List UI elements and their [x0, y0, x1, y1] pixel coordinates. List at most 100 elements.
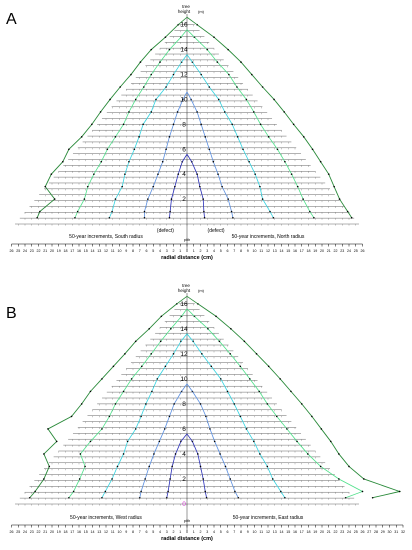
data-point-b-1-0 — [138, 496, 141, 499]
height-lines-b — [15, 293, 359, 531]
data-point-a-3-3 — [86, 185, 89, 188]
x-tick-label-b-2: 24 — [23, 530, 27, 534]
data-point-a-1-8 — [172, 123, 175, 126]
data-point-a-9-10 — [273, 98, 275, 101]
data-point-b-7-10 — [219, 378, 222, 380]
data-point-a-9-14 — [227, 48, 229, 51]
data-point-a-8-6 — [276, 148, 279, 151]
height-axis-label-a-line2: height — [178, 9, 191, 14]
data-point-b-2-2 — [111, 478, 113, 480]
data-point-b-4-10 — [101, 378, 103, 380]
series-apex-a-9 — [186, 16, 198, 26]
data-point-b-3-3 — [84, 465, 86, 468]
series-apex-b-4 — [176, 295, 188, 305]
x-tick-label-b-41: 15 — [286, 530, 290, 534]
x-tick-label-b-32: 6 — [227, 530, 229, 534]
data-point-a-2-1 — [111, 210, 113, 213]
data-point-b-6-1 — [234, 490, 236, 493]
data-point-b-6-7 — [205, 415, 207, 418]
height-tick-label-b-16: 16 — [180, 301, 188, 308]
data-point-a-2-7 — [138, 136, 140, 138]
data-point-a-5-0 — [203, 216, 206, 219]
data-point-a-0-1 — [169, 210, 171, 213]
data-point-b-5-1 — [204, 490, 207, 493]
data-point-b-4-1 — [34, 490, 36, 493]
data-point-b-9-13 — [243, 340, 246, 343]
x-tick-label-b-20: 6 — [146, 530, 148, 534]
series-apex-a-0 — [181, 154, 188, 162]
data-point-a-6-9 — [196, 111, 198, 113]
data-point-a-9-2 — [338, 198, 341, 200]
x-tick-label-a-5: 21 — [43, 249, 47, 253]
data-point-b-9-10 — [279, 378, 281, 380]
data-point-b-8-11 — [239, 365, 242, 368]
data-point-b-8-10 — [248, 378, 251, 380]
data-point-b-8-13 — [218, 340, 221, 343]
data-point-a-4-2 — [53, 198, 56, 200]
x-tick-label-a-39: 13 — [273, 249, 277, 253]
data-point-b-7-12 — [201, 353, 203, 355]
data-point-a-2-2 — [114, 198, 117, 200]
series-line-a-3 — [74, 36, 182, 218]
data-point-b-8-3 — [319, 465, 322, 468]
x-tick-label-a-9: 17 — [70, 249, 74, 253]
x-tick-label-a-0: 26 — [10, 249, 14, 253]
data-point-b-9-0 — [371, 496, 374, 499]
data-point-b-4-12 — [124, 353, 126, 355]
height-tick-label-a-4: 4 — [182, 171, 186, 178]
x-tick-label-b-0: 26 — [10, 530, 14, 534]
data-point-b-2-7 — [140, 415, 142, 418]
height-tick-label-a-6: 6 — [182, 146, 186, 153]
data-point-a-6-7 — [204, 136, 207, 138]
data-point-a-1-6 — [165, 148, 167, 151]
x-tick-label-a-44: 18 — [307, 249, 311, 253]
x-tick-label-b-46: 20 — [320, 530, 324, 534]
data-point-a-8-14 — [206, 48, 209, 51]
data-point-b-8-1 — [361, 490, 364, 493]
data-point-b-6-5 — [213, 440, 216, 443]
x-tick-label-a-22: 4 — [159, 249, 161, 253]
data-point-a-6-4 — [217, 173, 219, 175]
data-point-b-2-6 — [134, 428, 137, 430]
height-axis-label-a-line1: tree — [182, 4, 190, 9]
data-point-b-9-15 — [215, 315, 217, 318]
data-point-a-8-13 — [216, 61, 219, 63]
x-tick-label-b-55: 29 — [381, 530, 385, 534]
x-tick-label-a-11: 15 — [84, 249, 88, 253]
data-point-b-9-11 — [267, 365, 270, 368]
data-point-b-8-12 — [229, 353, 231, 355]
series-apex-b-7 — [186, 333, 194, 342]
data-point-a-8-9 — [253, 111, 255, 113]
data-point-a-6-2 — [227, 198, 229, 200]
x-tick-label-a-41: 15 — [286, 249, 290, 253]
data-point-a-5-4 — [196, 173, 198, 175]
series-line-b-7 — [192, 341, 286, 498]
height-axis-label-b-line1: tree — [182, 283, 190, 288]
x-tick-label-a-12: 14 — [91, 249, 95, 253]
series-apex-a-8 — [186, 29, 195, 38]
height-labels-b: 0 2 4 6 8 10 12 14 16 — [180, 301, 188, 508]
data-point-b-9-2 — [363, 478, 365, 480]
x-tick-label-b-36: 10 — [253, 530, 257, 534]
data-point-b-5-2 — [202, 478, 204, 480]
data-point-b-6-6 — [209, 428, 211, 430]
data-point-b-9-6 — [320, 428, 323, 430]
data-point-a-7-11 — [208, 86, 211, 88]
data-point-a-4-15 — [164, 36, 167, 38]
x-tick-label-a-51: 25 — [354, 249, 358, 253]
data-point-a-7-5 — [248, 160, 250, 163]
x-tick-label-b-29: 3 — [206, 530, 208, 534]
data-point-b-7-6 — [245, 428, 248, 430]
data-point-b-3-4 — [79, 453, 82, 455]
x-axis-a: 26 25 24 23 22 21 20 19 18 17 16 15 14 13 12 11 10 9 8 7 6 5 4… — [10, 243, 365, 253]
data-point-a-5-2 — [202, 198, 204, 200]
x-tick-label-b-42: 16 — [293, 530, 297, 534]
x-tick-label-b-6: 20 — [50, 530, 54, 534]
data-point-b-3-13 — [159, 340, 162, 343]
data-point-a-9-15 — [213, 36, 215, 38]
data-point-a-4-5 — [62, 160, 64, 163]
x-tick-label-b-57: 31 — [394, 530, 398, 534]
x-tick-label-a-49: 23 — [340, 249, 344, 253]
data-point-a-3-12 — [150, 73, 153, 76]
x-tick-label-b-23: 3 — [166, 530, 168, 534]
